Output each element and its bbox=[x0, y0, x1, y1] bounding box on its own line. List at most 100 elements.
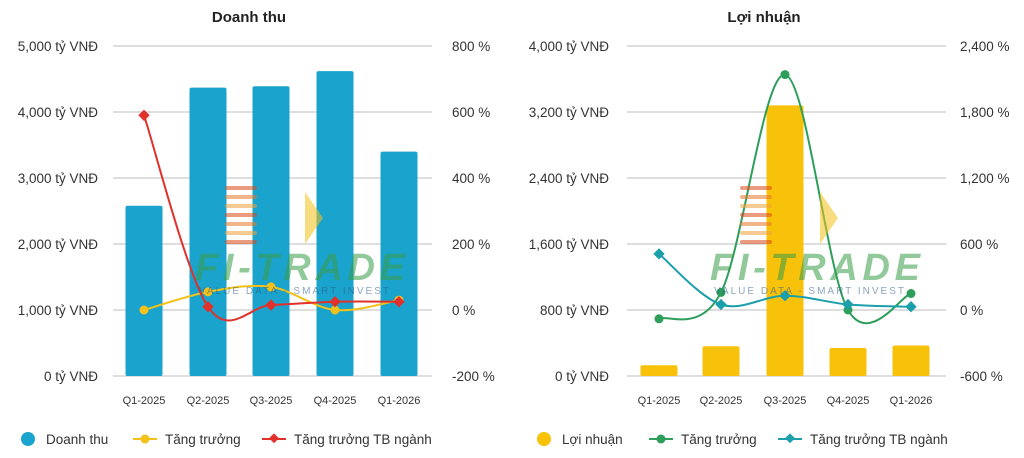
legend-item: Tăng trưởng TB ngành bbox=[778, 432, 948, 447]
legend-marker bbox=[656, 434, 666, 444]
legend-swatch bbox=[537, 432, 551, 446]
x-tick-label: Q4-2025 bbox=[314, 395, 357, 407]
series-point bbox=[329, 296, 341, 308]
y-left-tick-label: 2,400 tỷ VNĐ bbox=[529, 171, 610, 186]
y-left-tick-label: 0 tỷ VNĐ bbox=[44, 369, 98, 384]
y-left-tick-label: 1,000 tỷ VNĐ bbox=[18, 303, 99, 318]
series-point bbox=[716, 287, 726, 297]
y-left-tick-label: 3,000 tỷ VNĐ bbox=[18, 171, 99, 186]
bar bbox=[125, 205, 163, 376]
y-left-tick-label: 1,600 tỷ VNĐ bbox=[529, 237, 610, 252]
bar bbox=[766, 105, 804, 377]
watermark-stripe bbox=[225, 231, 257, 235]
y-left-tick-label: 3,200 tỷ VNĐ bbox=[529, 105, 610, 120]
legend-label: Tăng trưởng TB ngành bbox=[810, 432, 948, 447]
watermark-stripe bbox=[225, 240, 257, 244]
y-right-tick-label: 0 % bbox=[960, 303, 983, 318]
y-left-tick-label: 800 tỷ VNĐ bbox=[540, 303, 609, 318]
bar bbox=[252, 86, 290, 376]
legend-marker bbox=[785, 433, 795, 444]
bar bbox=[892, 345, 930, 376]
watermark-stripe bbox=[225, 213, 257, 217]
x-tick-label: Q1-2026 bbox=[890, 395, 933, 407]
legend-label: Tăng trưởng TB ngành bbox=[294, 432, 432, 447]
legend-item: Lợi nhuận bbox=[537, 432, 623, 447]
watermark-stripe bbox=[740, 213, 772, 217]
series-point bbox=[203, 287, 213, 297]
watermark-subtitle: VALUE DATA - SMART INVEST bbox=[714, 286, 904, 297]
watermark-stripe bbox=[740, 204, 772, 208]
legend-marker bbox=[140, 434, 150, 444]
series-point bbox=[906, 289, 916, 298]
series-point bbox=[779, 290, 791, 302]
watermark-stripe bbox=[225, 186, 257, 190]
x-tick-label: Q1-2025 bbox=[638, 395, 681, 407]
series-point bbox=[393, 296, 405, 308]
x-tick-label: Q2-2025 bbox=[187, 395, 230, 407]
series-point bbox=[265, 299, 277, 311]
legend-label: Tăng trưởng bbox=[681, 432, 757, 447]
y-right-tick-label: 800 % bbox=[452, 39, 490, 54]
y-right-tick-label: 1,800 % bbox=[960, 105, 1010, 120]
y-right-tick-label: 200 % bbox=[452, 237, 490, 252]
x-tick-label: Q1-2025 bbox=[123, 395, 166, 407]
y-right-tick-label: 400 % bbox=[452, 171, 490, 186]
legend-label: Tăng trưởng bbox=[165, 432, 241, 447]
legend-marker bbox=[269, 433, 279, 444]
series-point bbox=[715, 298, 727, 311]
series-line bbox=[143, 114, 400, 322]
legend-item: Tăng trưởng bbox=[133, 432, 241, 447]
x-tick-label: Q4-2025 bbox=[827, 395, 870, 407]
series-point bbox=[330, 305, 340, 315]
x-tick-label: Q2-2025 bbox=[700, 395, 743, 407]
bar bbox=[189, 87, 227, 376]
y-right-tick-label: 2,400 % bbox=[960, 39, 1010, 54]
series-point bbox=[654, 314, 664, 324]
series-point bbox=[139, 305, 149, 315]
series-point bbox=[842, 298, 854, 311]
bar bbox=[829, 347, 867, 376]
watermark-stripe bbox=[740, 231, 772, 235]
series-point bbox=[653, 248, 665, 260]
legend-label: Lợi nhuận bbox=[562, 432, 623, 447]
legend-label: Doanh thu bbox=[46, 432, 108, 447]
watermark-stripe bbox=[740, 240, 772, 244]
chart-1: Doanh thu 0 tỷ VNĐ -200 % 1,000 tỷ VNĐ 0 % 2,… bbox=[18, 9, 495, 447]
chart-title: Lợi nhuận bbox=[727, 9, 800, 26]
bar bbox=[380, 151, 418, 376]
y-left-tick-label: 0 tỷ VNĐ bbox=[555, 369, 609, 384]
series-point bbox=[202, 301, 214, 313]
watermark-text: FI-TRADE bbox=[195, 247, 407, 289]
watermark-stripe bbox=[225, 222, 257, 226]
legend-item: Tăng trưởng TB ngành bbox=[262, 432, 432, 447]
y-left-tick-label: 4,000 tỷ VNĐ bbox=[18, 105, 99, 120]
y-left-tick-label: 2,000 tỷ VNĐ bbox=[18, 237, 99, 252]
series-point bbox=[266, 282, 276, 292]
y-right-tick-label: 0 % bbox=[452, 303, 475, 318]
watermark-stripe bbox=[740, 195, 772, 199]
series-point bbox=[905, 301, 917, 313]
legend-item: Doanh thu bbox=[21, 432, 108, 447]
legend-swatch bbox=[21, 432, 35, 446]
y-left-tick-label: 5,000 tỷ VNĐ bbox=[18, 39, 99, 54]
x-tick-label: Q3-2025 bbox=[250, 395, 293, 407]
chart-title: Doanh thu bbox=[212, 9, 286, 26]
y-left-tick-label: 4,000 tỷ VNĐ bbox=[529, 39, 610, 54]
y-right-tick-label: -200 % bbox=[452, 369, 495, 384]
series-point bbox=[780, 70, 790, 80]
x-tick-label: Q3-2025 bbox=[764, 395, 807, 407]
legend-item: Tăng trưởng bbox=[649, 432, 757, 447]
y-right-tick-label: -600 % bbox=[960, 369, 1003, 384]
watermark-text: FI-TRADE bbox=[710, 247, 922, 289]
y-right-tick-label: 600 % bbox=[960, 237, 998, 252]
watermark-stripe bbox=[740, 186, 772, 190]
watermark-stripe bbox=[225, 195, 257, 199]
bar bbox=[316, 71, 354, 376]
y-right-tick-label: 1,200 % bbox=[960, 171, 1010, 186]
watermark-stripe bbox=[225, 204, 257, 208]
bar bbox=[640, 365, 678, 376]
